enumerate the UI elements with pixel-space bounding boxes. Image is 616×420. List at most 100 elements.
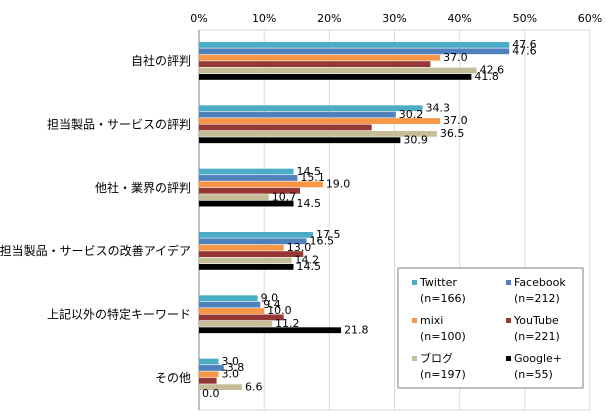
legend-series-name: Google+ (514, 352, 562, 365)
data-label: 14.5 (296, 197, 321, 210)
data-label: 42.6 (480, 64, 505, 77)
bar (199, 308, 265, 314)
bars (199, 42, 510, 391)
bar (199, 118, 441, 124)
legend-series-count: (n=100) (420, 330, 466, 343)
bar (199, 295, 258, 302)
category-label: その他 (155, 371, 191, 385)
data-label: 14.2 (295, 254, 320, 267)
category-label: 他社・業界の評判 (95, 180, 191, 195)
data-label: 10.0 (267, 304, 292, 317)
data-label: 15.1 (300, 171, 325, 184)
data-labels: 47.647.637.042.641.834.330.2 37.036.530.9… (202, 38, 537, 400)
bar (199, 257, 292, 264)
bar (199, 232, 314, 238)
legend-swatch (506, 318, 511, 323)
bar (199, 244, 284, 251)
bar (199, 67, 477, 74)
bar (199, 194, 269, 201)
category-label: 自社の評判 (131, 53, 191, 68)
bar (199, 251, 304, 257)
bar (199, 200, 294, 207)
bar (199, 111, 396, 118)
data-label: 47.6 (512, 45, 537, 58)
legend-series-count: (n=55) (514, 368, 553, 381)
data-label: 3.0 (222, 355, 240, 368)
legend-swatch (412, 318, 417, 323)
data-label: 41.8 (474, 70, 499, 83)
data-label: 47.6 (512, 38, 537, 51)
category-label: 上記以外の特定キーワード (47, 307, 191, 322)
bar (199, 105, 423, 112)
bar (199, 130, 437, 137)
bar (199, 314, 284, 321)
data-label: 9.0 (261, 291, 279, 304)
legend-series-count: (n=197) (420, 368, 466, 381)
data-label: 30.2 (399, 108, 424, 121)
legend-series-name: Twitter (419, 276, 457, 289)
bar (199, 124, 372, 131)
data-label: 3.8 (227, 361, 245, 374)
legend-series-count: (n=221) (514, 330, 560, 343)
bar (199, 74, 472, 80)
bar (199, 327, 342, 334)
data-label: 14.5 (296, 165, 321, 178)
x-tick-label: 30% (382, 12, 406, 25)
x-tick-label: 40% (447, 12, 471, 25)
bar (199, 187, 301, 194)
bar (199, 384, 243, 391)
bar (199, 137, 401, 144)
bar (199, 358, 219, 365)
x-tick-label: 60% (578, 12, 602, 25)
bar (199, 54, 441, 61)
legend-swatch (412, 356, 417, 361)
bar (199, 301, 261, 308)
legend-series-count: (n=166) (420, 292, 466, 305)
bar (199, 365, 224, 371)
data-label: 14.5 (296, 260, 321, 273)
data-label: 34.3 (426, 101, 451, 114)
data-label: 36.5 (440, 127, 465, 140)
x-tick-label: 0% (190, 12, 207, 25)
legend-series-name: ブログ (420, 351, 453, 365)
bar (199, 61, 431, 67)
legend-swatch (506, 280, 511, 285)
data-label: 16.5 (310, 235, 335, 248)
x-tick-label: 50% (513, 12, 537, 25)
data-label: 3.0 (222, 368, 240, 381)
data-label: 9.4 (263, 298, 281, 311)
legend-swatch (412, 280, 417, 285)
data-label: 11.2 (275, 317, 300, 330)
data-label: 17.5 (316, 228, 341, 241)
data-label: 10.7 (272, 190, 297, 203)
category-label: 担当製品・サービスの改善アイデア (0, 243, 191, 258)
bar (199, 264, 294, 270)
legend-series-name: mixi (420, 314, 443, 327)
bar (199, 175, 298, 181)
legend: Twitter (n=166) Facebook (n=212) mixi (n=100)… (397, 267, 584, 389)
bar (199, 371, 219, 378)
bar (199, 48, 510, 55)
bar (199, 181, 323, 188)
legend-swatch (506, 356, 511, 361)
data-label: 19.0 (326, 178, 351, 191)
bar (199, 320, 272, 327)
x-tick-label: 10% (252, 12, 276, 25)
data-label: 21.8 (344, 323, 369, 336)
data-label: 6.6 (245, 380, 263, 393)
bar (199, 168, 294, 175)
category-label: 担当製品・サービスの評判 (47, 117, 191, 132)
data-label: 13.0 (287, 241, 312, 254)
x-tick-label: 20% (317, 12, 341, 25)
bar (199, 377, 217, 384)
legend-series-count: (n=212) (514, 292, 560, 305)
bar (199, 238, 307, 245)
bar (199, 42, 510, 48)
legend-series-name: Facebook (514, 276, 566, 289)
x-axis-ticks: 0% 10% 20% 30% 40% 50% 60% (190, 12, 602, 25)
legend-series-name: YouTube (513, 314, 559, 327)
data-label: 30.9 (403, 133, 428, 146)
data-label: 0.0 (202, 387, 220, 400)
category-labels: 自社の評判担当製品・サービスの評判他社・業界の評判担当製品・サービスの改善アイデ… (0, 53, 191, 385)
